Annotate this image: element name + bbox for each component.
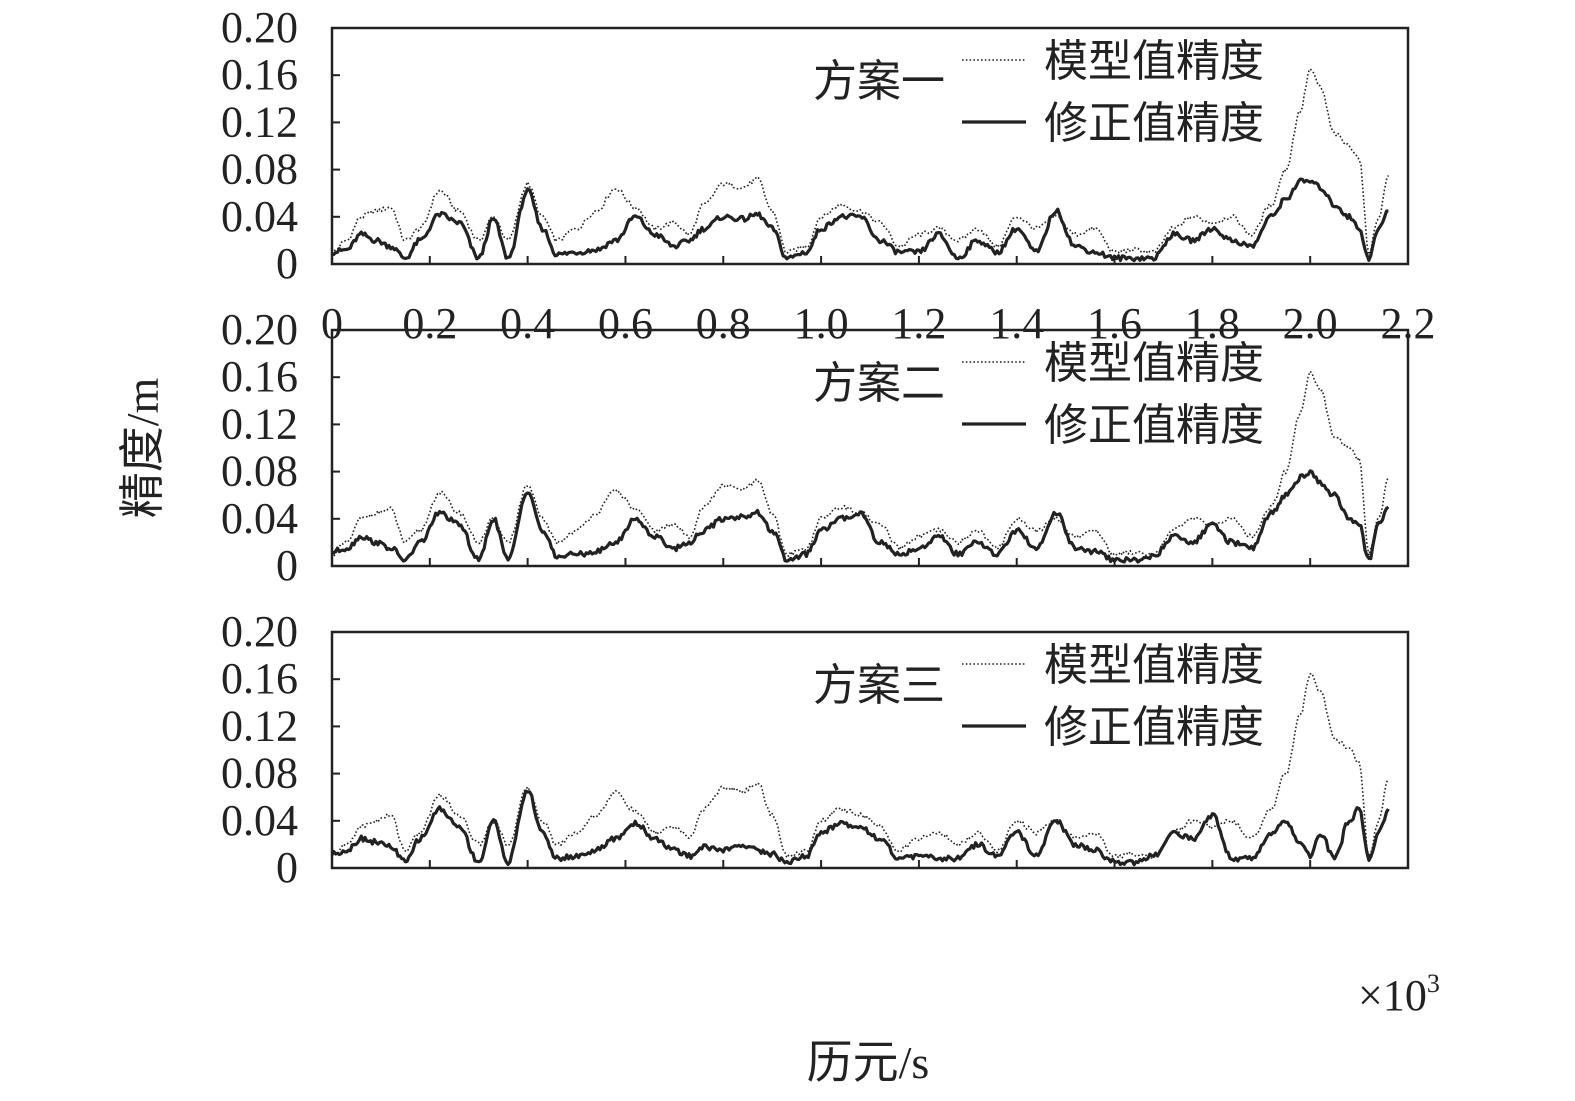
- x-tick-label: 0.6: [598, 299, 653, 348]
- legend-label: 修正值精度: [1044, 99, 1264, 148]
- y-tick-label: 0.12: [221, 97, 298, 146]
- chart-panel-1: 00.040.080.120.160.200 0.2 0.4 0.6 0.8 1.0 1.2…: [221, 3, 1436, 348]
- chart-title: 方案三: [813, 661, 945, 710]
- x-tick-label: 1.0: [794, 299, 849, 348]
- y-tick-label: 0: [276, 541, 298, 590]
- y-tick-label: 0.04: [221, 192, 298, 241]
- chart-panels: 00.040.080.120.160.200 0.2 0.4 0.6 0.8 1.0 1.2…: [221, 3, 1436, 892]
- y-tick-label: 0.20: [221, 305, 298, 354]
- chart-title: 方案一: [813, 57, 945, 106]
- plot-frame: [330, 26, 1410, 266]
- x-axis-multiplier: ×103: [1358, 969, 1440, 1020]
- y-tick-label: 0.04: [221, 796, 298, 845]
- legend-label: 修正值精度: [1044, 401, 1264, 450]
- plot-frame: [330, 328, 1410, 568]
- series-line-model: [332, 68, 1390, 256]
- legend-label: 模型值精度: [1044, 641, 1264, 690]
- x-tick-label: 0.8: [696, 299, 751, 348]
- x-tick-label: 1.8: [1185, 299, 1240, 348]
- chart-title: 方案二: [813, 359, 945, 408]
- x-tick-label: 2.0: [1283, 299, 1338, 348]
- x-axis-multiplier-base: ×10: [1358, 971, 1427, 1020]
- legend-label: 修正值精度: [1044, 703, 1264, 752]
- x-tick-label: 1.4: [989, 299, 1044, 348]
- y-tick-label: 0.20: [221, 607, 298, 656]
- y-tick-label: 0.20: [221, 3, 298, 52]
- x-axis-multiplier-exponent: 3: [1427, 969, 1440, 998]
- y-tick-label: 0.08: [221, 145, 298, 194]
- x-tick-label: 0.2: [402, 299, 457, 348]
- series-line-corrected: [332, 469, 1390, 564]
- y-tick-label: 0.08: [221, 749, 298, 798]
- y-tick-label: 0.16: [221, 50, 298, 99]
- y-tick-label: 0.08: [221, 447, 298, 496]
- plot-frame: [330, 630, 1410, 870]
- x-axis-title: 历元/s: [807, 1037, 930, 1088]
- x-tick-label: 1.2: [891, 299, 946, 348]
- series-line-corrected: [332, 789, 1390, 867]
- x-tick-label: 0.4: [500, 299, 555, 348]
- x-tick-label: 0: [321, 299, 343, 348]
- y-tick-label: 0.04: [221, 494, 298, 543]
- legend-label: 模型值精度: [1044, 37, 1264, 86]
- y-tick-label: 0.16: [221, 352, 298, 401]
- y-tick-label: 0.16: [221, 654, 298, 703]
- y-tick-label: 0: [276, 239, 298, 288]
- series-line-corrected: [332, 177, 1389, 263]
- y-tick-label: 0.12: [221, 701, 298, 750]
- y-tick-label: 0: [276, 843, 298, 892]
- y-tick-label: 0.12: [221, 399, 298, 448]
- x-tick-label: 1.6: [1087, 299, 1142, 348]
- series-line-model: [332, 672, 1390, 859]
- legend-label: 模型值精度: [1044, 339, 1264, 388]
- y-axis-title: 精度/m: [117, 378, 168, 519]
